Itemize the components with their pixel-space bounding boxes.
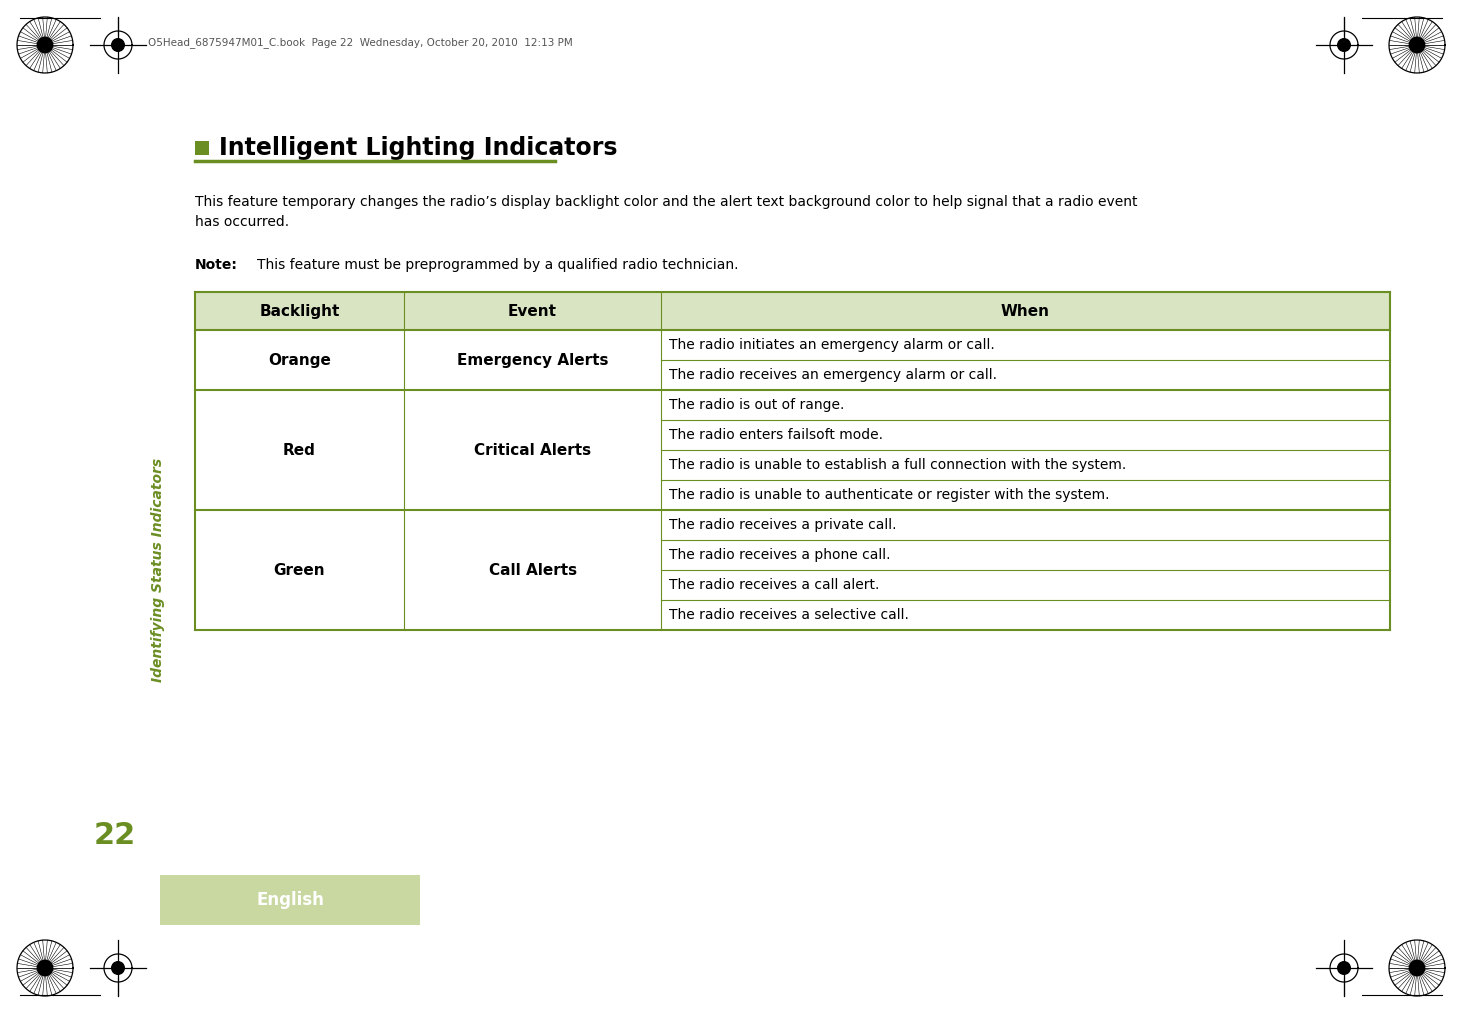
- Text: Note:: Note:: [194, 258, 238, 272]
- Text: English: English: [256, 891, 325, 909]
- Text: The radio enters failsoft mode.: The radio enters failsoft mode.: [670, 428, 883, 442]
- Text: The radio receives a selective call.: The radio receives a selective call.: [670, 608, 909, 622]
- Circle shape: [111, 961, 124, 975]
- Bar: [194, 292, 1390, 330]
- Circle shape: [38, 37, 53, 53]
- Text: Call Alerts: Call Alerts: [488, 562, 576, 577]
- Text: The radio receives a phone call.: The radio receives a phone call.: [670, 548, 890, 562]
- Bar: [159, 875, 420, 925]
- Text: Event: Event: [509, 304, 557, 318]
- Circle shape: [111, 38, 124, 52]
- Text: Green: Green: [273, 562, 326, 577]
- Text: Intelligent Lighting Indicators: Intelligent Lighting Indicators: [219, 136, 617, 160]
- Text: Backlight: Backlight: [259, 304, 339, 318]
- Text: The radio receives a call alert.: The radio receives a call alert.: [670, 578, 880, 592]
- Text: 22: 22: [94, 821, 136, 850]
- Circle shape: [1409, 37, 1424, 53]
- Text: Red: Red: [284, 443, 316, 458]
- Circle shape: [38, 960, 53, 976]
- Text: Identifying Status Indicators: Identifying Status Indicators: [151, 458, 165, 682]
- Text: This feature must be preprogrammed by a qualified radio technician.: This feature must be preprogrammed by a …: [257, 258, 738, 272]
- Text: Orange: Orange: [268, 353, 330, 368]
- Text: Critical Alerts: Critical Alerts: [474, 443, 591, 458]
- Text: The radio receives an emergency alarm or call.: The radio receives an emergency alarm or…: [670, 368, 997, 382]
- Text: Emergency Alerts: Emergency Alerts: [456, 353, 608, 368]
- Bar: [194, 141, 209, 155]
- Text: The radio receives a private call.: The radio receives a private call.: [670, 518, 896, 532]
- Text: When: When: [1001, 304, 1050, 318]
- Circle shape: [1338, 961, 1351, 975]
- Text: This feature temporary changes the radio’s display backlight color and the alert: This feature temporary changes the radio…: [194, 194, 1137, 209]
- Text: The radio is unable to establish a full connection with the system.: The radio is unable to establish a full …: [670, 458, 1126, 472]
- Circle shape: [1409, 960, 1424, 976]
- Text: The radio initiates an emergency alarm or call.: The radio initiates an emergency alarm o…: [670, 338, 994, 352]
- Circle shape: [1338, 38, 1351, 52]
- Text: The radio is out of range.: The radio is out of range.: [670, 398, 845, 412]
- Text: O5Head_6875947M01_C.book  Page 22  Wednesday, October 20, 2010  12:13 PM: O5Head_6875947M01_C.book Page 22 Wednesd…: [148, 37, 573, 49]
- Text: The radio is unable to authenticate or register with the system.: The radio is unable to authenticate or r…: [670, 488, 1110, 502]
- Text: has occurred.: has occurred.: [194, 215, 289, 229]
